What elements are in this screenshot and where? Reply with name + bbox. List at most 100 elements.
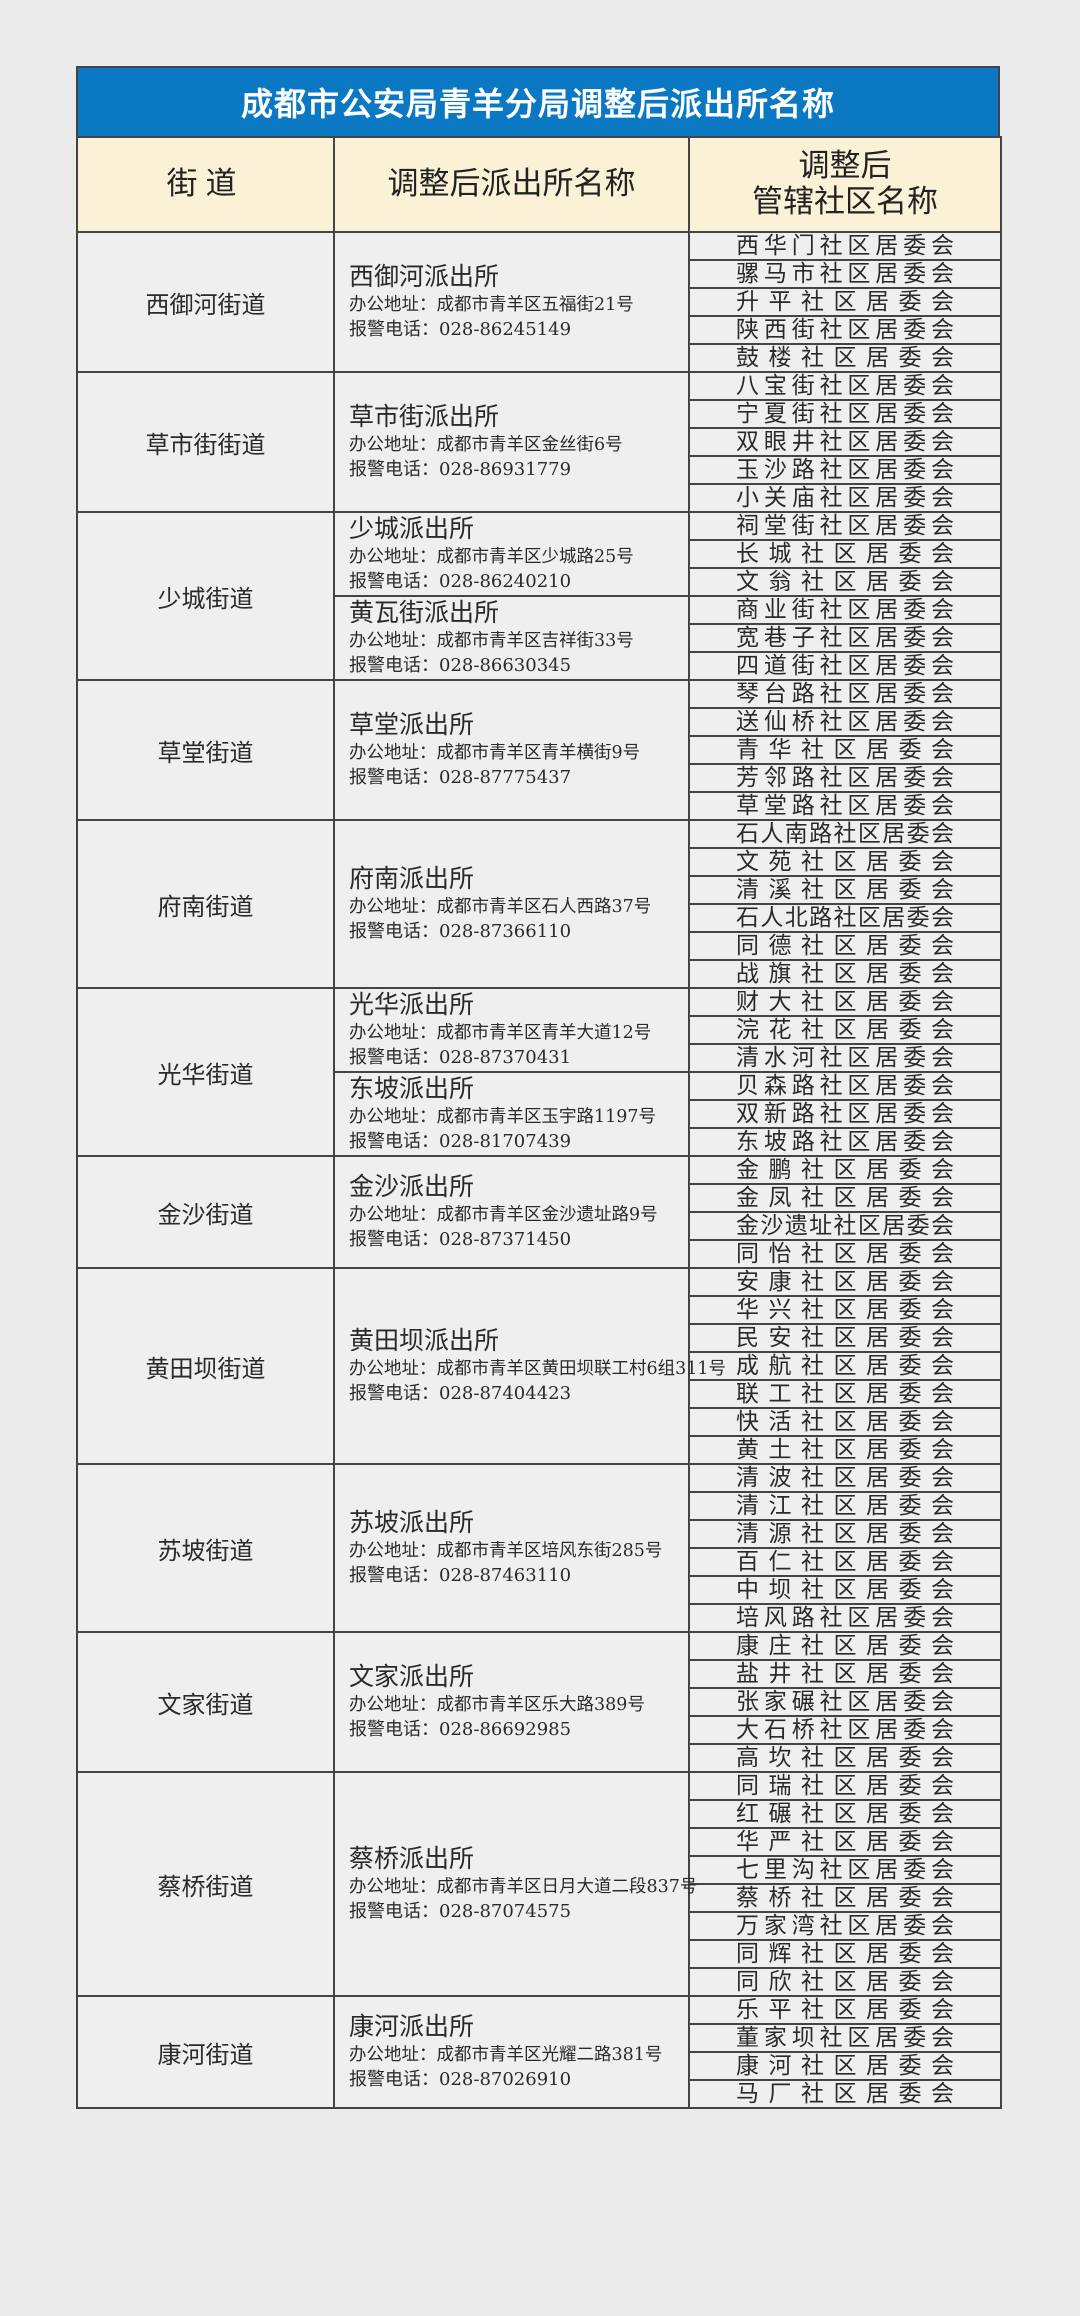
station-name: 金沙派出所 bbox=[349, 1172, 475, 1201]
community-name: 双新路社区居委会 bbox=[736, 1101, 954, 1127]
community-name: 华严社区居委会 bbox=[736, 1829, 954, 1855]
community-name: 东坡路社区居委会 bbox=[736, 1129, 954, 1155]
table-row: 金沙街道 金沙派出所 办公地址：成都市青羊区金沙遗址路9号 报警电话：028-8737… bbox=[76, 1155, 1002, 1269]
community-name: 清波社区居委会 bbox=[736, 1465, 954, 1491]
street-cell: 蔡桥街道 bbox=[76, 1771, 335, 1997]
table-row: 长城社区居委会 bbox=[77, 539, 1002, 569]
station-phone: 报警电话：028-86630345 bbox=[349, 655, 572, 676]
community-cell: 贝森路社区居委会 bbox=[688, 1071, 1002, 1101]
police-station-table: 街道 调整后派出所名称 调整后 管辖社区名称 西御河街道 西御河派出所 办公地址：成… bbox=[76, 136, 1002, 2109]
station-name: 草市街派出所 bbox=[349, 402, 500, 431]
table-row: 大石桥社区居委会 bbox=[77, 1715, 1002, 1745]
header-community-line2: 管辖社区名称 bbox=[752, 183, 938, 220]
community-name: 七里沟社区居委会 bbox=[736, 1857, 954, 1883]
community-name: 宽巷子社区居委会 bbox=[736, 625, 954, 651]
station-address: 办公地址：成都市青羊区金沙遗址路9号 bbox=[349, 1205, 658, 1225]
station-phone: 报警电话：028-81707439 bbox=[349, 1131, 572, 1152]
station-address: 办公地址：成都市青羊区吉祥街33号 bbox=[349, 631, 634, 651]
station-phone: 报警电话：028-87026910 bbox=[349, 2069, 572, 2090]
community-cell: 安康社区居委会 bbox=[688, 1267, 1002, 1297]
community-name: 金鹏社区居委会 bbox=[736, 1157, 954, 1183]
station-name: 府南派出所 bbox=[349, 864, 475, 893]
community-cell: 乐平社区居委会 bbox=[688, 1995, 1002, 2025]
community-cell: 芳邻路社区居委会 bbox=[688, 763, 1002, 793]
station-address: 办公地址：成都市青羊区五福街21号 bbox=[349, 295, 634, 315]
street-cell: 苏坡街道 bbox=[76, 1463, 335, 1633]
community-cell: 财大社区居委会 bbox=[688, 987, 1002, 1017]
community-name: 鼓楼社区居委会 bbox=[736, 345, 954, 371]
community-cell: 康庄社区居委会 bbox=[688, 1631, 1002, 1661]
community-cell: 蔡桥社区居委会 bbox=[688, 1883, 1002, 1913]
station-phone: 报警电话：028-87775437 bbox=[349, 767, 572, 788]
community-name: 康河社区居委会 bbox=[736, 2053, 954, 2079]
table-row: 康河街道 康河派出所 办公地址：成都市青羊区光耀二路381号 报警电话：028-870… bbox=[76, 1995, 1002, 2109]
community-name: 祠堂街社区居委会 bbox=[736, 513, 954, 539]
table-row: 送仙桥社区居委会 bbox=[77, 707, 1002, 737]
table-row: 府南街道 府南派出所 办公地址：成都市青羊区石人西路37号 报警电话：028-8736… bbox=[76, 819, 1002, 989]
table-row: 文苑社区居委会 bbox=[77, 847, 1002, 877]
station-cell: 光华派出所 办公地址：成都市青羊区青羊大道12号 报警电话：028-87370431 bbox=[333, 987, 690, 1073]
community-cell: 商业街社区居委会 bbox=[688, 595, 1002, 625]
table-row: 同欣社区居委会 bbox=[77, 1967, 1002, 1997]
community-cell: 张家碾社区居委会 bbox=[688, 1687, 1002, 1717]
table-row: 文翁社区居委会 bbox=[77, 567, 1002, 597]
community-name: 联工社区居委会 bbox=[736, 1381, 954, 1407]
community-cell: 大石桥社区居委会 bbox=[688, 1715, 1002, 1745]
station-name: 光华派出所 bbox=[349, 990, 475, 1019]
community-name: 石人南路社区居委会 bbox=[736, 821, 954, 847]
table-row: 小关庙社区居委会 bbox=[77, 483, 1002, 513]
station-cell: 黄田坝派出所 办公地址：成都市青羊区黄田坝联工村6组311号 报警电话：028-87… bbox=[333, 1267, 726, 1465]
table-row: 百仁社区居委会 bbox=[77, 1547, 1002, 1577]
community-cell: 七里沟社区居委会 bbox=[688, 1855, 1002, 1885]
community-cell: 玉沙路社区居委会 bbox=[688, 455, 1002, 485]
community-cell: 马厂社区居委会 bbox=[688, 2079, 1002, 2109]
header-street: 街道 bbox=[76, 136, 335, 233]
table-row: 张家碾社区居委会 bbox=[77, 1687, 1002, 1717]
station-phone: 报警电话：028-87463110 bbox=[349, 1565, 572, 1586]
community-cell: 金凤社区居委会 bbox=[688, 1183, 1002, 1213]
community-name: 乐平社区居委会 bbox=[736, 1997, 954, 2023]
header-station: 调整后派出所名称 bbox=[333, 136, 690, 233]
station-phone: 报警电话：028-86245149 bbox=[349, 319, 572, 340]
station-cell: 蔡桥派出所 办公地址：成都市青羊区日月大道二段837号 报警电话：028-87074… bbox=[333, 1771, 697, 1997]
community-cell: 青华社区居委会 bbox=[688, 735, 1002, 765]
community-name: 金凤社区居委会 bbox=[736, 1185, 954, 1211]
community-name: 清江社区居委会 bbox=[736, 1493, 954, 1519]
table-row: 红碾社区居委会 bbox=[77, 1799, 1002, 1829]
table-row: 鼓楼社区居委会 bbox=[77, 343, 1002, 373]
community-name: 浣花社区居委会 bbox=[736, 1017, 954, 1043]
street-cell: 金沙街道 bbox=[76, 1155, 335, 1269]
station-cell: 金沙派出所 办公地址：成都市青羊区金沙遗址路9号 报警电话：028-87371450 bbox=[333, 1155, 690, 1269]
table-row: 康河社区居委会 bbox=[77, 2051, 1002, 2081]
station-cell: 东坡派出所 办公地址：成都市青羊区玉宇路1197号 报警电话：028-8170743… bbox=[333, 1071, 690, 1157]
community-cell: 金沙遗址社区居委会 bbox=[688, 1211, 1002, 1241]
police-station-table-panel: 成都市公安局青羊分局调整后派出所名称 街道 调整后派出所名称 调整后 管辖社区名… bbox=[76, 66, 1002, 2109]
table-row: 华兴社区居委会 bbox=[77, 1295, 1002, 1325]
community-cell: 清波社区居委会 bbox=[688, 1463, 1002, 1493]
station-cell: 府南派出所 办公地址：成都市青羊区石人西路37号 报警电话：028-87366110 bbox=[333, 819, 690, 989]
table-header-row: 街道 调整后派出所名称 调整后 管辖社区名称 bbox=[76, 136, 1002, 233]
street-cell: 少城街道 bbox=[76, 511, 335, 681]
station-cell: 草市街派出所 办公地址：成都市青羊区金丝街6号 报警电话：028-86931779 bbox=[333, 371, 690, 513]
community-name: 红碾社区居委会 bbox=[736, 1801, 954, 1827]
community-name: 万家湾社区居委会 bbox=[736, 1913, 954, 1939]
community-name: 八宝街社区居委会 bbox=[736, 373, 954, 399]
community-name: 商业街社区居委会 bbox=[736, 597, 954, 623]
community-name: 蔡桥社区居委会 bbox=[736, 1885, 954, 1911]
street-cell: 光华街道 bbox=[76, 987, 335, 1157]
station-name: 少城派出所 bbox=[349, 514, 475, 543]
table-row: 盐井社区居委会 bbox=[77, 1659, 1002, 1689]
community-name: 石人北路社区居委会 bbox=[736, 905, 954, 931]
table-row: 民安社区居委会 bbox=[77, 1323, 1002, 1353]
community-name: 同瑞社区居委会 bbox=[736, 1773, 954, 1799]
table-body: 西御河街道 西御河派出所 办公地址：成都市青羊区五福街21号 报警电话：028-862… bbox=[76, 231, 1002, 2109]
community-name: 康庄社区居委会 bbox=[736, 1633, 954, 1659]
community-cell: 同辉社区居委会 bbox=[688, 1939, 1002, 1969]
table-row: 蔡桥街道 蔡桥派出所 办公地址：成都市青羊区日月大道二段837号 报警电话：028-8… bbox=[76, 1771, 1002, 1997]
community-name: 金沙遗址社区居委会 bbox=[736, 1213, 954, 1239]
community-name: 文苑社区居委会 bbox=[736, 849, 954, 875]
community-cell: 清源社区居委会 bbox=[688, 1519, 1002, 1549]
community-cell: 成航社区居委会 bbox=[688, 1351, 1002, 1381]
table-row: 浣花社区居委会 bbox=[77, 1015, 1002, 1045]
table-row: 升平社区居委会 bbox=[77, 287, 1002, 317]
